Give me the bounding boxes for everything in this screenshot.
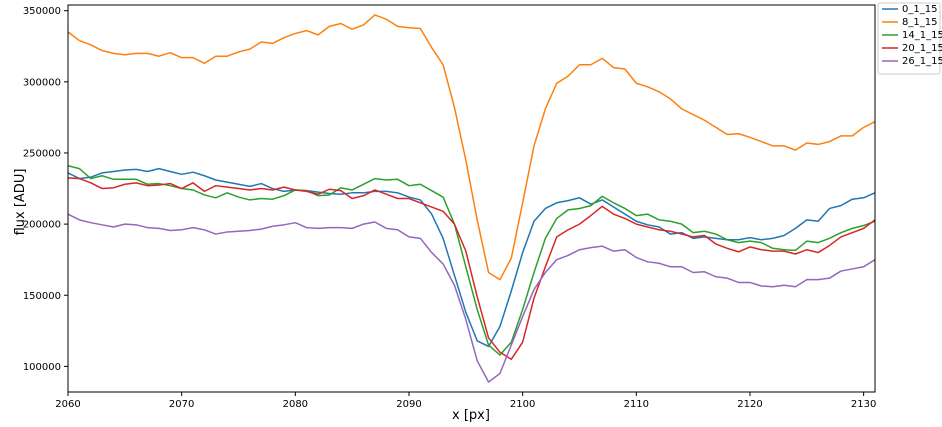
y-tick-label: 300000: [23, 77, 61, 88]
y-tick-label: 200000: [23, 220, 61, 231]
x-tick-label: 2130: [851, 399, 876, 410]
legend-label: 14_1_15: [902, 30, 942, 41]
x-tick-label: 2070: [169, 399, 194, 410]
y-axis-label-group: flux [ADU]: [13, 169, 28, 236]
y-axis-label: flux [ADU]: [13, 169, 28, 236]
x-tick-label: 2080: [283, 399, 308, 410]
ticks-layer: 2060 2070 2080 2090 2100 2110 2120 2130 100000 15…: [23, 6, 877, 410]
legend-label: 0_1_15: [902, 4, 937, 15]
x-tick-label: 2090: [396, 399, 421, 410]
x-tick-label: 2060: [55, 399, 80, 410]
y-tick-label: 150000: [23, 291, 61, 302]
x-tick-label: 2120: [737, 399, 762, 410]
series-layer: [68, 14, 875, 383]
series-line-8_1_15: [68, 14, 875, 281]
x-axis-label: x [px]: [452, 408, 490, 423]
legend-label: 8_1_15: [902, 17, 937, 28]
legend-box: [877, 2, 941, 75]
x-tick-label: 2110: [624, 399, 649, 410]
x-tick-label: 2100: [510, 399, 535, 410]
plot-frame: [67, 4, 876, 393]
y-tick-label: 100000: [23, 362, 61, 373]
legend: 0_1_15 8_1_15 14_1_15 20_1_15 26_1_15: [877, 2, 942, 75]
y-tick-label: 250000: [23, 148, 61, 159]
series-line-20_1_15: [68, 177, 875, 361]
series-line-0_1_15: [68, 167, 875, 348]
series-line-14_1_15: [68, 165, 875, 356]
legend-label: 20_1_15: [902, 43, 942, 54]
series-line-26_1_15: [68, 213, 875, 383]
legend-label: 26_1_15: [902, 56, 942, 67]
y-tick-label: 350000: [23, 6, 61, 17]
